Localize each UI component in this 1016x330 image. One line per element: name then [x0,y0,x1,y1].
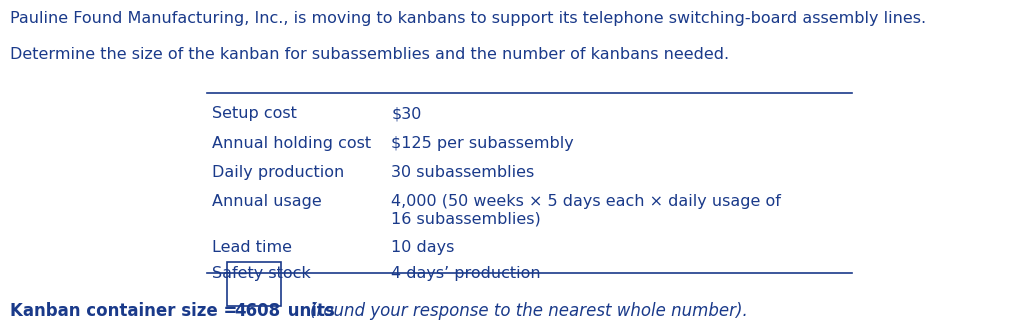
Text: Safety stock: Safety stock [211,266,311,281]
Text: units: units [281,302,340,320]
Text: 10 days: 10 days [391,240,455,255]
Text: $30: $30 [391,106,422,121]
Text: Determine the size of the kanban for subassemblies and the number of kanbans nee: Determine the size of the kanban for sub… [10,47,729,62]
Text: $125 per subassembly: $125 per subassembly [391,136,574,150]
Text: Lead time: Lead time [211,240,292,255]
Text: 4608: 4608 [235,302,280,320]
Text: 30 subassemblies: 30 subassemblies [391,165,534,180]
Text: Kanban container size =: Kanban container size = [10,302,243,320]
Text: Daily production: Daily production [211,165,344,180]
Text: Setup cost: Setup cost [211,106,297,121]
Text: (round your response to the nearest whole number).: (round your response to the nearest whol… [310,302,748,320]
Text: Annual holding cost: Annual holding cost [211,136,371,150]
Text: Pauline Found Manufacturing, Inc., is moving to kanbans to support its telephone: Pauline Found Manufacturing, Inc., is mo… [10,11,927,26]
Text: 4 days’ production: 4 days’ production [391,266,542,281]
Text: Annual usage: Annual usage [211,194,321,210]
Text: 4,000 (50 weeks × 5 days each × daily usage of
16 subassemblies): 4,000 (50 weeks × 5 days each × daily us… [391,194,781,227]
